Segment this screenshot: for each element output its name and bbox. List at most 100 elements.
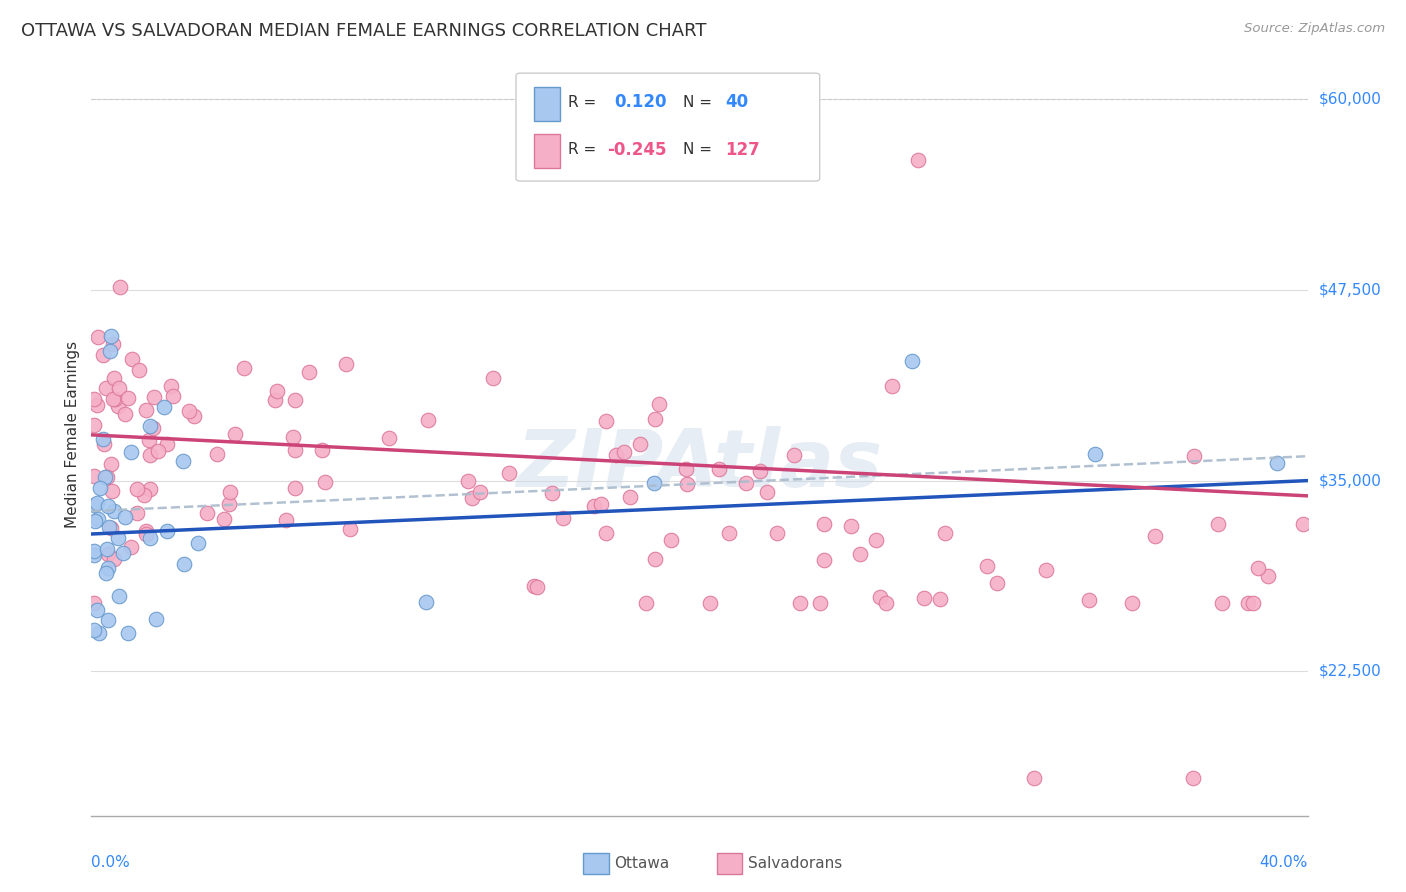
Point	[83, 392, 105, 406]
Point	[1077, 593, 1099, 607]
Point	[1247, 561, 1270, 575]
Point	[107, 399, 129, 413]
Point	[929, 591, 952, 606]
Point	[156, 524, 179, 539]
Point	[100, 457, 122, 471]
Point	[907, 153, 929, 168]
Point	[284, 393, 307, 408]
Point	[100, 328, 122, 343]
Point	[901, 354, 924, 368]
Point	[121, 351, 143, 366]
Point	[311, 442, 333, 457]
Text: Source: ZipAtlas.com: Source: ZipAtlas.com	[1244, 22, 1385, 36]
Point	[172, 454, 194, 468]
Point	[94, 566, 117, 580]
Point	[1121, 596, 1143, 610]
Point	[101, 337, 124, 351]
Y-axis label: Median Female Earnings: Median Female Earnings	[65, 342, 80, 528]
Point	[734, 475, 756, 490]
Text: R =: R =	[568, 95, 596, 110]
Point	[139, 449, 162, 463]
Point	[284, 443, 307, 458]
Text: N =: N =	[683, 142, 713, 157]
Point	[86, 398, 108, 412]
Point	[233, 361, 256, 376]
Point	[89, 481, 111, 495]
Point	[789, 596, 811, 610]
Point	[498, 467, 520, 481]
Point	[869, 591, 891, 605]
Point	[1291, 517, 1313, 532]
Point	[162, 389, 184, 403]
Point	[91, 348, 114, 362]
Point	[100, 483, 122, 498]
Point	[676, 476, 699, 491]
Point	[619, 491, 641, 505]
Point	[865, 533, 887, 548]
Point	[125, 482, 148, 496]
Point	[470, 485, 492, 500]
Point	[107, 532, 129, 546]
Point	[87, 512, 110, 526]
Point	[1241, 596, 1264, 610]
Text: Ottawa: Ottawa	[614, 856, 669, 871]
Point	[195, 507, 218, 521]
Point	[541, 486, 564, 500]
Point	[160, 379, 183, 393]
Point	[132, 488, 155, 502]
Point	[783, 448, 806, 462]
Point	[643, 475, 665, 490]
Point	[481, 370, 503, 384]
Point	[108, 280, 131, 294]
Point	[114, 407, 136, 421]
Point	[551, 511, 574, 525]
Point	[1237, 596, 1260, 610]
Point	[1257, 569, 1279, 583]
Point	[128, 362, 150, 376]
Point	[875, 596, 897, 610]
Point	[595, 525, 617, 540]
Point	[314, 475, 336, 489]
Point	[1181, 771, 1204, 785]
Point	[111, 546, 134, 560]
Point	[117, 626, 139, 640]
Point	[108, 589, 131, 603]
Point	[1265, 456, 1288, 470]
Point	[1211, 596, 1233, 610]
Point	[93, 436, 115, 450]
Point	[675, 461, 697, 475]
Text: $22,500: $22,500	[1319, 664, 1382, 679]
Point	[912, 591, 935, 606]
Point	[120, 445, 142, 459]
Point	[83, 469, 105, 483]
Text: $60,000: $60,000	[1319, 92, 1382, 107]
Text: Salvadorans: Salvadorans	[748, 856, 842, 871]
Point	[138, 433, 160, 447]
Point	[173, 558, 195, 572]
Point	[135, 524, 157, 539]
Point	[765, 525, 787, 540]
Point	[135, 403, 157, 417]
Point	[699, 596, 721, 610]
Point	[138, 419, 160, 434]
Point	[83, 498, 105, 512]
Point	[644, 412, 666, 426]
Point	[849, 547, 872, 561]
Point	[100, 521, 122, 535]
Point	[605, 449, 627, 463]
Point	[595, 414, 617, 428]
Point	[266, 384, 288, 399]
Point	[114, 510, 136, 524]
Point	[880, 379, 903, 393]
Point	[97, 499, 120, 513]
Point	[839, 519, 862, 533]
Text: -0.245: -0.245	[607, 141, 666, 159]
Point	[83, 596, 105, 610]
Text: OTTAWA VS SALVADORAN MEDIAN FEMALE EARNINGS CORRELATION CHART: OTTAWA VS SALVADORAN MEDIAN FEMALE EARNI…	[21, 22, 707, 40]
Point	[749, 464, 772, 478]
Point	[976, 558, 998, 573]
Point	[264, 392, 287, 407]
Point	[83, 514, 105, 528]
Point	[644, 552, 666, 566]
Point	[101, 392, 124, 406]
